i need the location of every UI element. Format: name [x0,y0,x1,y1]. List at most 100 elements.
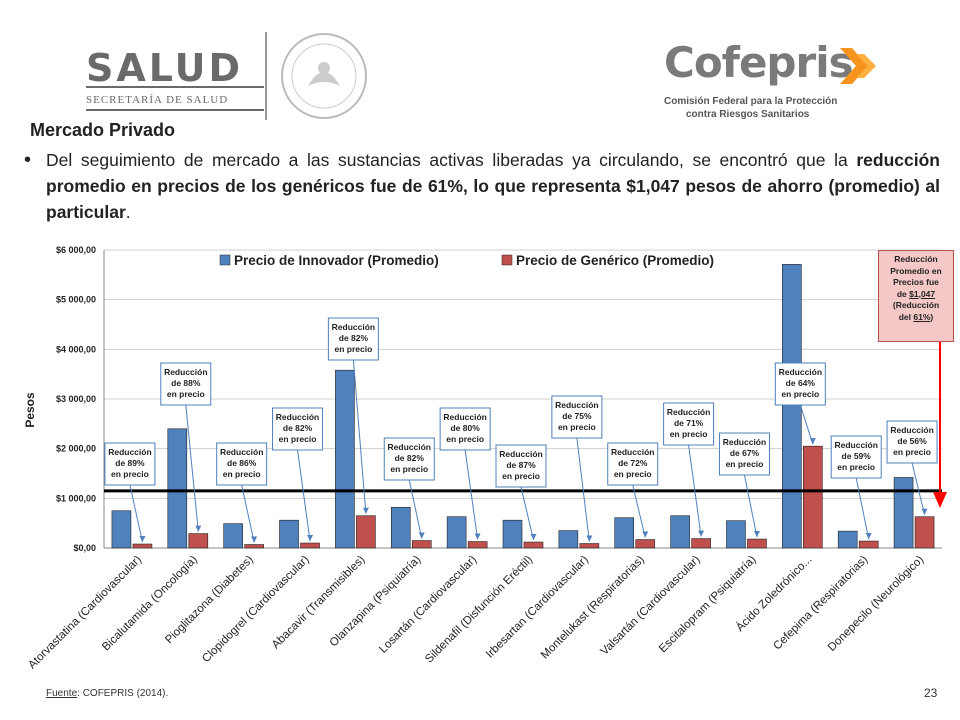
callout-box [830,435,882,479]
bar-innovator [558,530,579,549]
y-tick-label: $4 000,00 [56,344,96,354]
callout-text: Reducción [388,442,431,452]
legend-swatch [501,254,513,266]
callout-text: en precio [837,462,875,472]
bar-generic [523,541,544,549]
x-tick-label: Sildenafil (Disfunción Eréctil) [423,554,535,666]
callout-text: Reducción [276,412,319,422]
callout-arrowhead [307,535,314,542]
callout-text: de 67% [730,448,760,458]
legend-swatch [219,254,231,266]
y-tick-label: $2 000,00 [56,444,96,454]
source-text: : COFEPRIS (2014). [77,688,169,699]
callout-arrowhead [698,530,705,537]
callout-text: en precio [111,469,149,479]
chart-legend: Precio de Innovador (Promedio) Precio de … [219,253,714,268]
bar-innovator [390,506,411,549]
callout-text: de 72% [618,458,648,468]
bars [111,264,935,549]
avg-box-line: Reducción [894,254,938,264]
avg-box-line: (Reducción [892,300,940,310]
salud-logo: SALUD SECRETARÍA DE SALUD [62,36,264,116]
callout-text: de 88% [171,378,201,388]
callout-text: de 82% [339,333,369,343]
callout-box [327,317,379,361]
bar-generic [635,539,656,549]
callout-arrowhead [586,535,593,542]
callout-arrow [185,404,199,532]
callout-text: en precio [223,469,261,479]
bar-generic [803,445,823,549]
x-tick-label: Olanzapina (Psiquiatría) [328,554,424,650]
bar-innovator [223,523,243,549]
source-footnote: Fuente: COFEPRIS (2014). [46,688,168,699]
x-tick-label: Escitalopram (Psiquiatría) [657,554,759,656]
bar-innovator [111,510,132,549]
avg-box-line: Precios fue [893,277,939,287]
callout-text: de 86% [227,458,257,468]
bar-generic [188,533,209,549]
x-tick-label: Abacavir (Transmisibles) [270,554,368,652]
paragraph-end: . [125,202,131,222]
callout-arrowhead [921,508,928,515]
bar-generic [914,516,935,549]
paragraph-text: Del seguimiento de mercado a las sustanc… [46,150,857,170]
callout-text: Reducción [443,412,486,422]
x-tick-label: Atorvastatina (Cardiovascular) [26,554,144,672]
callout-box [551,395,603,439]
page-number: 23 [924,686,938,700]
salud-logo-word: SALUD [86,46,244,90]
callout-arrow [799,404,814,445]
callout-box [774,362,826,406]
callout-text: Reducción [779,367,822,377]
avg-box-line: Promedio en [890,265,942,276]
callout-text: de 82% [395,453,425,463]
callout-text: de 89% [115,458,145,468]
bar-innovator [502,519,523,549]
avg-box-amount: $1,047 [909,288,936,299]
y-tick-label: $0,00 [73,543,96,553]
callout-text: Reducción [164,367,207,377]
callout-box [663,402,715,446]
bar-generic [244,544,264,549]
callout-box [104,442,156,486]
callout-arrow [911,462,926,515]
bar-generic [747,538,767,549]
callout-box [383,437,435,481]
callout-arrowhead [474,533,481,540]
callout-text: en precio [390,464,428,474]
callout-text: de 87% [506,460,536,470]
callout-text: en precio [893,447,931,457]
bar-innovator [446,516,467,549]
x-axis-labels: Atorvastatina (Cardiovascular)Bicalutami… [26,553,926,672]
callout-text: en precio [614,469,652,479]
y-tick-label: $6 000,00 [56,245,96,255]
bar-generic [411,540,432,549]
callout-arrowhead [809,438,816,445]
callout-arrow [520,486,534,541]
bar-innovator [782,264,802,549]
callout-arrowhead [530,534,537,541]
bar-innovator [670,515,690,549]
callout-arrow [743,474,758,538]
callout-arrow [352,359,367,514]
callout-arrow [297,449,311,542]
bullet-icon: • [24,149,32,171]
callout-text: en precio [167,389,205,399]
average-reduction-box: Reducción Promedio en Precios fue de $1,… [878,250,954,342]
callout-text: de 64% [786,378,816,388]
x-tick-label: Bicalutamida (Oncología) [100,554,200,654]
callout-text: en precio [726,459,764,469]
callout-text: de 80% [450,423,480,433]
bar-innovator [335,369,355,549]
callout-text: en precio [502,471,540,481]
bar-innovator [167,428,188,549]
callout-box [160,362,212,406]
avg-box-arrow-icon [933,342,947,508]
callout-arrow [408,479,423,539]
callout-text: en precio [279,434,317,444]
callout-box [607,442,659,486]
paragraph-bold-text: reducción promedio en precios de los gen… [46,150,940,222]
x-tick-label: Irbesartan (Cardiovascular) [484,554,591,661]
